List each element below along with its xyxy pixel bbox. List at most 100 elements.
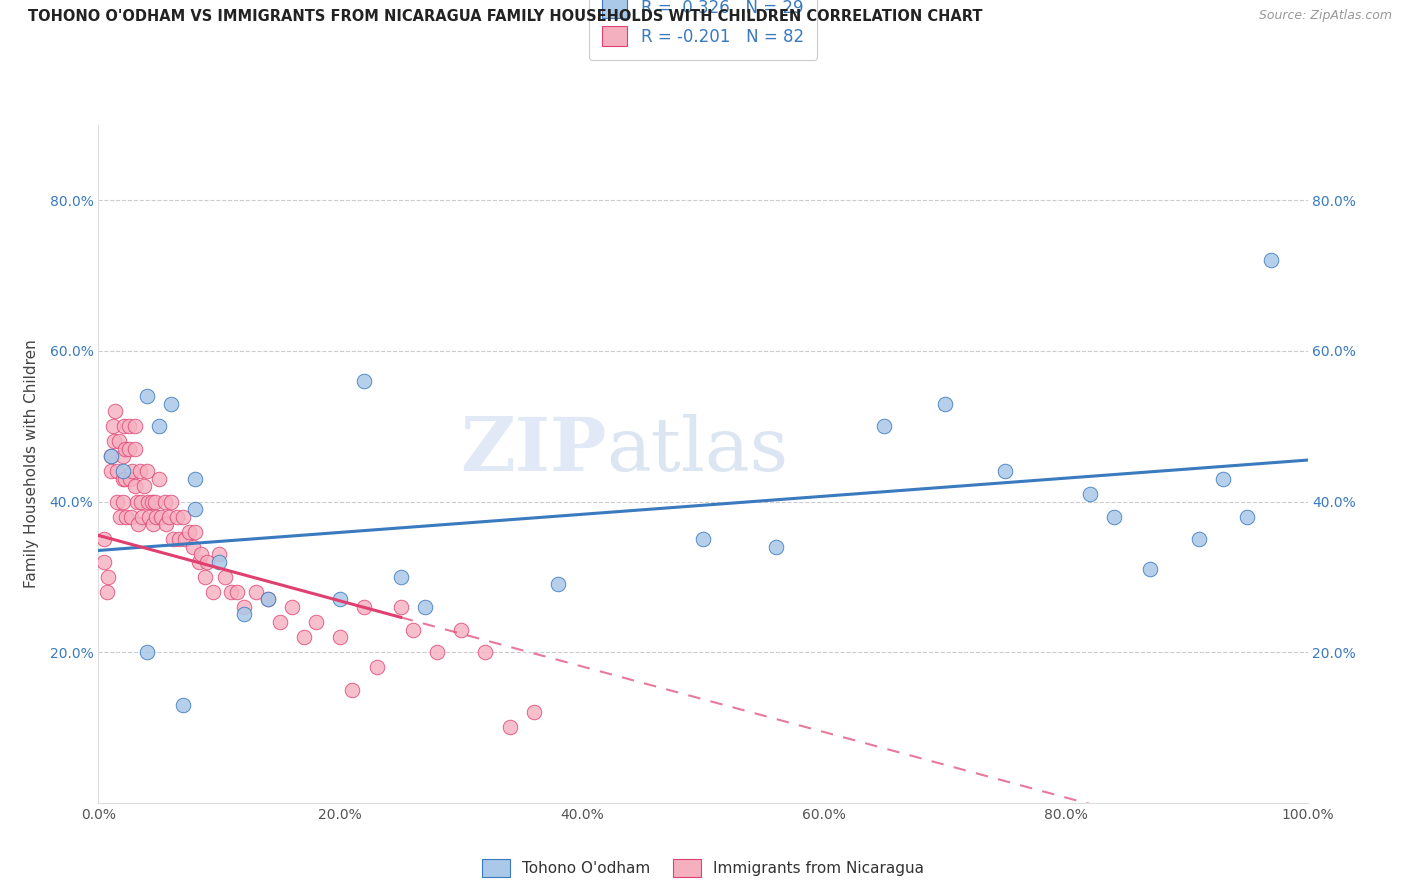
Point — [389, 570, 412, 584]
Point — [108, 434, 131, 449]
Point — [112, 419, 135, 434]
Point — [245, 585, 267, 599]
Point — [1260, 253, 1282, 268]
Point — [136, 494, 159, 508]
Point — [105, 464, 128, 478]
Point — [124, 419, 146, 434]
Point — [138, 509, 160, 524]
Point — [184, 472, 207, 486]
Point — [115, 509, 138, 524]
Point — [1236, 509, 1258, 524]
Point — [100, 450, 122, 464]
Point — [269, 615, 291, 629]
Point — [256, 592, 278, 607]
Point — [353, 599, 375, 614]
Point — [450, 623, 472, 637]
Point — [474, 645, 496, 659]
Point — [994, 464, 1017, 478]
Point — [111, 464, 134, 478]
Point — [111, 494, 134, 508]
Point — [101, 419, 124, 434]
Point — [765, 540, 787, 554]
Point — [329, 630, 352, 644]
Point — [104, 404, 127, 418]
Point — [153, 494, 176, 508]
Point — [145, 509, 167, 524]
Point — [128, 464, 150, 478]
Point — [214, 570, 236, 584]
Point — [148, 419, 170, 434]
Point — [389, 599, 412, 614]
Point — [342, 682, 364, 697]
Text: Source: ZipAtlas.com: Source: ZipAtlas.com — [1258, 9, 1392, 22]
Point — [281, 599, 304, 614]
Point — [157, 509, 180, 524]
Point — [413, 599, 436, 614]
Point — [221, 585, 243, 599]
Point — [160, 396, 183, 410]
Point — [129, 494, 152, 508]
Point — [934, 396, 956, 410]
Point — [141, 494, 163, 508]
Point — [100, 450, 122, 464]
Point — [135, 464, 157, 478]
Point — [127, 517, 149, 532]
Point — [111, 450, 134, 464]
Point — [134, 479, 156, 493]
Point — [96, 585, 118, 599]
Point — [184, 502, 207, 516]
Point — [150, 509, 173, 524]
Point — [135, 389, 157, 403]
Point — [1212, 472, 1234, 486]
Point — [292, 630, 315, 644]
Y-axis label: Family Households with Children: Family Households with Children — [24, 340, 38, 588]
Point — [498, 721, 520, 735]
Point — [256, 592, 278, 607]
Text: ZIP: ZIP — [460, 414, 606, 487]
Point — [114, 472, 136, 486]
Point — [692, 532, 714, 546]
Legend: Tohono O'odham, Immigrants from Nicaragua: Tohono O'odham, Immigrants from Nicaragu… — [477, 853, 929, 883]
Point — [426, 645, 449, 659]
Point — [402, 623, 425, 637]
Point — [329, 592, 352, 607]
Point — [120, 509, 142, 524]
Text: atlas: atlas — [606, 414, 789, 487]
Point — [111, 472, 134, 486]
Point — [172, 509, 194, 524]
Point — [162, 532, 184, 546]
Point — [179, 524, 201, 539]
Point — [202, 585, 225, 599]
Point — [124, 442, 146, 456]
Point — [226, 585, 249, 599]
Point — [93, 532, 115, 546]
Point — [547, 577, 569, 591]
Point — [97, 570, 120, 584]
Point — [103, 434, 125, 449]
Point — [232, 599, 254, 614]
Point — [366, 660, 388, 674]
Point — [135, 645, 157, 659]
Point — [118, 419, 141, 434]
Point — [148, 472, 170, 486]
Point — [160, 494, 183, 508]
Point — [93, 555, 115, 569]
Point — [124, 479, 146, 493]
Point — [100, 464, 122, 478]
Point — [208, 555, 231, 569]
Point — [184, 524, 207, 539]
Point — [305, 615, 328, 629]
Point — [108, 509, 131, 524]
Point — [142, 517, 165, 532]
Point — [195, 555, 218, 569]
Point — [208, 547, 231, 561]
Text: TOHONO O'ODHAM VS IMMIGRANTS FROM NICARAGUA FAMILY HOUSEHOLDS WITH CHILDREN CORR: TOHONO O'ODHAM VS IMMIGRANTS FROM NICARA… — [28, 9, 983, 24]
Point — [131, 509, 153, 524]
Point — [166, 509, 188, 524]
Point — [114, 442, 136, 456]
Point — [873, 419, 896, 434]
Point — [121, 464, 143, 478]
Point — [172, 698, 194, 712]
Point — [1078, 487, 1101, 501]
Point — [194, 570, 217, 584]
